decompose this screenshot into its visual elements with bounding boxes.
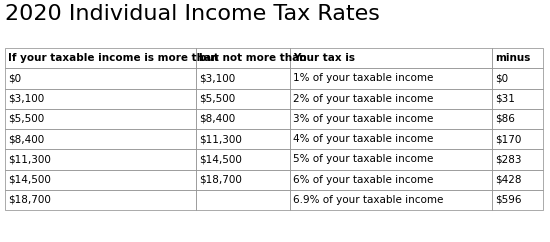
Text: $0: $0 [8,73,21,83]
Bar [290,129,492,149]
Text: $3,100: $3,100 [199,73,235,83]
Bar [492,129,543,149]
Bar [196,149,290,169]
Text: 6% of your taxable income: 6% of your taxable income [293,175,433,185]
Bar [492,109,543,129]
Text: $5,500: $5,500 [199,94,235,104]
Text: 1% of your taxable income: 1% of your taxable income [293,73,433,83]
Bar [5,129,196,149]
Text: $18,700: $18,700 [199,175,242,185]
Text: $0: $0 [495,73,508,83]
Bar [196,89,290,109]
Bar [196,48,290,68]
Text: 2020 Individual Income Tax Rates: 2020 Individual Income Tax Rates [5,4,380,24]
Bar [5,109,196,129]
Text: $11,300: $11,300 [199,134,242,144]
Bar [5,89,196,109]
Bar [5,149,196,169]
Bar [290,190,492,210]
Text: $31: $31 [495,94,515,104]
Text: 4% of your taxable income: 4% of your taxable income [293,134,433,144]
Text: $14,500: $14,500 [8,175,51,185]
Bar [196,169,290,190]
Text: 3% of your taxable income: 3% of your taxable income [293,114,433,124]
Bar [196,190,290,210]
Text: $11,300: $11,300 [8,154,51,164]
Bar [492,48,543,68]
Text: If your taxable income is more than: If your taxable income is more than [8,53,218,63]
Text: 5% of your taxable income: 5% of your taxable income [293,154,433,164]
Bar [196,129,290,149]
Text: $3,100: $3,100 [8,94,44,104]
Bar [492,169,543,190]
Bar [290,169,492,190]
Text: $596: $596 [495,195,521,205]
Text: $5,500: $5,500 [8,114,44,124]
Text: $428: $428 [495,175,521,185]
Bar [290,109,492,129]
Text: $283: $283 [495,154,521,164]
Bar [290,68,492,89]
Text: Your tax is: Your tax is [293,53,355,63]
Bar [5,190,196,210]
Text: 6.9% of your taxable income: 6.9% of your taxable income [293,195,443,205]
Bar [492,190,543,210]
Text: but not more than: but not more than [199,53,306,63]
Bar [196,68,290,89]
Text: $8,400: $8,400 [199,114,235,124]
Text: $8,400: $8,400 [8,134,44,144]
Bar [5,169,196,190]
Text: $18,700: $18,700 [8,195,51,205]
Bar [492,149,543,169]
Text: $86: $86 [495,114,515,124]
Bar [290,89,492,109]
Text: 2% of your taxable income: 2% of your taxable income [293,94,433,104]
Bar [5,68,196,89]
Bar [492,68,543,89]
Text: $170: $170 [495,134,521,144]
Bar [290,149,492,169]
Bar [290,48,492,68]
Text: minus: minus [495,53,530,63]
Bar [5,48,196,68]
Text: $14,500: $14,500 [199,154,242,164]
Bar [196,109,290,129]
Bar [492,89,543,109]
